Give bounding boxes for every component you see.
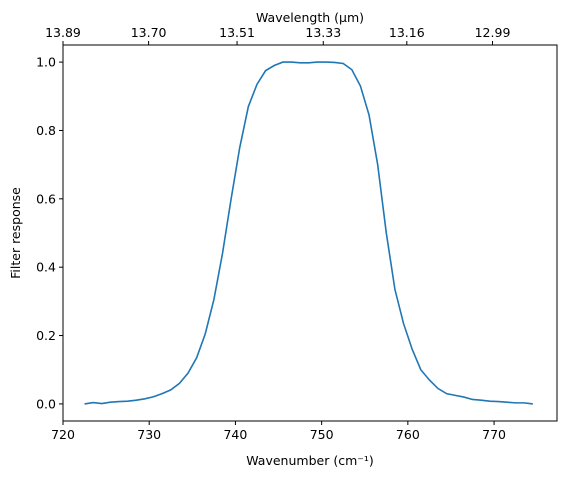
top-axis-label: Wavelength (μm) xyxy=(256,10,364,25)
y-tick-label: 1.0 xyxy=(36,55,56,70)
top-tick-label: 13.33 xyxy=(305,25,341,40)
top-x-axis: 13.89 13.70 13.51 13.33 13.16 12.99 xyxy=(45,25,510,45)
top-tick-label: 13.89 xyxy=(45,25,81,40)
top-tick-label: 13.51 xyxy=(219,25,255,40)
x-tick-label: 740 xyxy=(223,427,247,442)
bottom-x-axis: 720 730 740 750 760 770 xyxy=(51,421,506,442)
x-tick-label: 730 xyxy=(137,427,161,442)
y-tick-label: 0.8 xyxy=(36,123,56,138)
x-tick-label: 760 xyxy=(396,427,420,442)
y-tick-label: 0.6 xyxy=(36,191,56,206)
y-tick-label: 0.2 xyxy=(36,328,56,343)
y-tick-label: 0.4 xyxy=(36,260,56,275)
top-tick-label: 13.16 xyxy=(389,25,425,40)
y-tick-label: 0.0 xyxy=(36,396,56,411)
y-axis-label: Filter response xyxy=(8,187,23,279)
x-axis-label: Wavenumber (cm⁻¹) xyxy=(246,453,373,468)
x-tick-label: 750 xyxy=(310,427,334,442)
series-line xyxy=(84,61,533,405)
y-axis: 0.0 0.2 0.4 0.6 0.8 1.0 xyxy=(36,55,63,411)
top-tick-label: 12.99 xyxy=(475,25,511,40)
x-tick-label: 770 xyxy=(482,427,506,442)
top-tick-label: 13.70 xyxy=(131,25,167,40)
x-tick-label: 720 xyxy=(51,427,75,442)
plot-area xyxy=(62,44,558,422)
